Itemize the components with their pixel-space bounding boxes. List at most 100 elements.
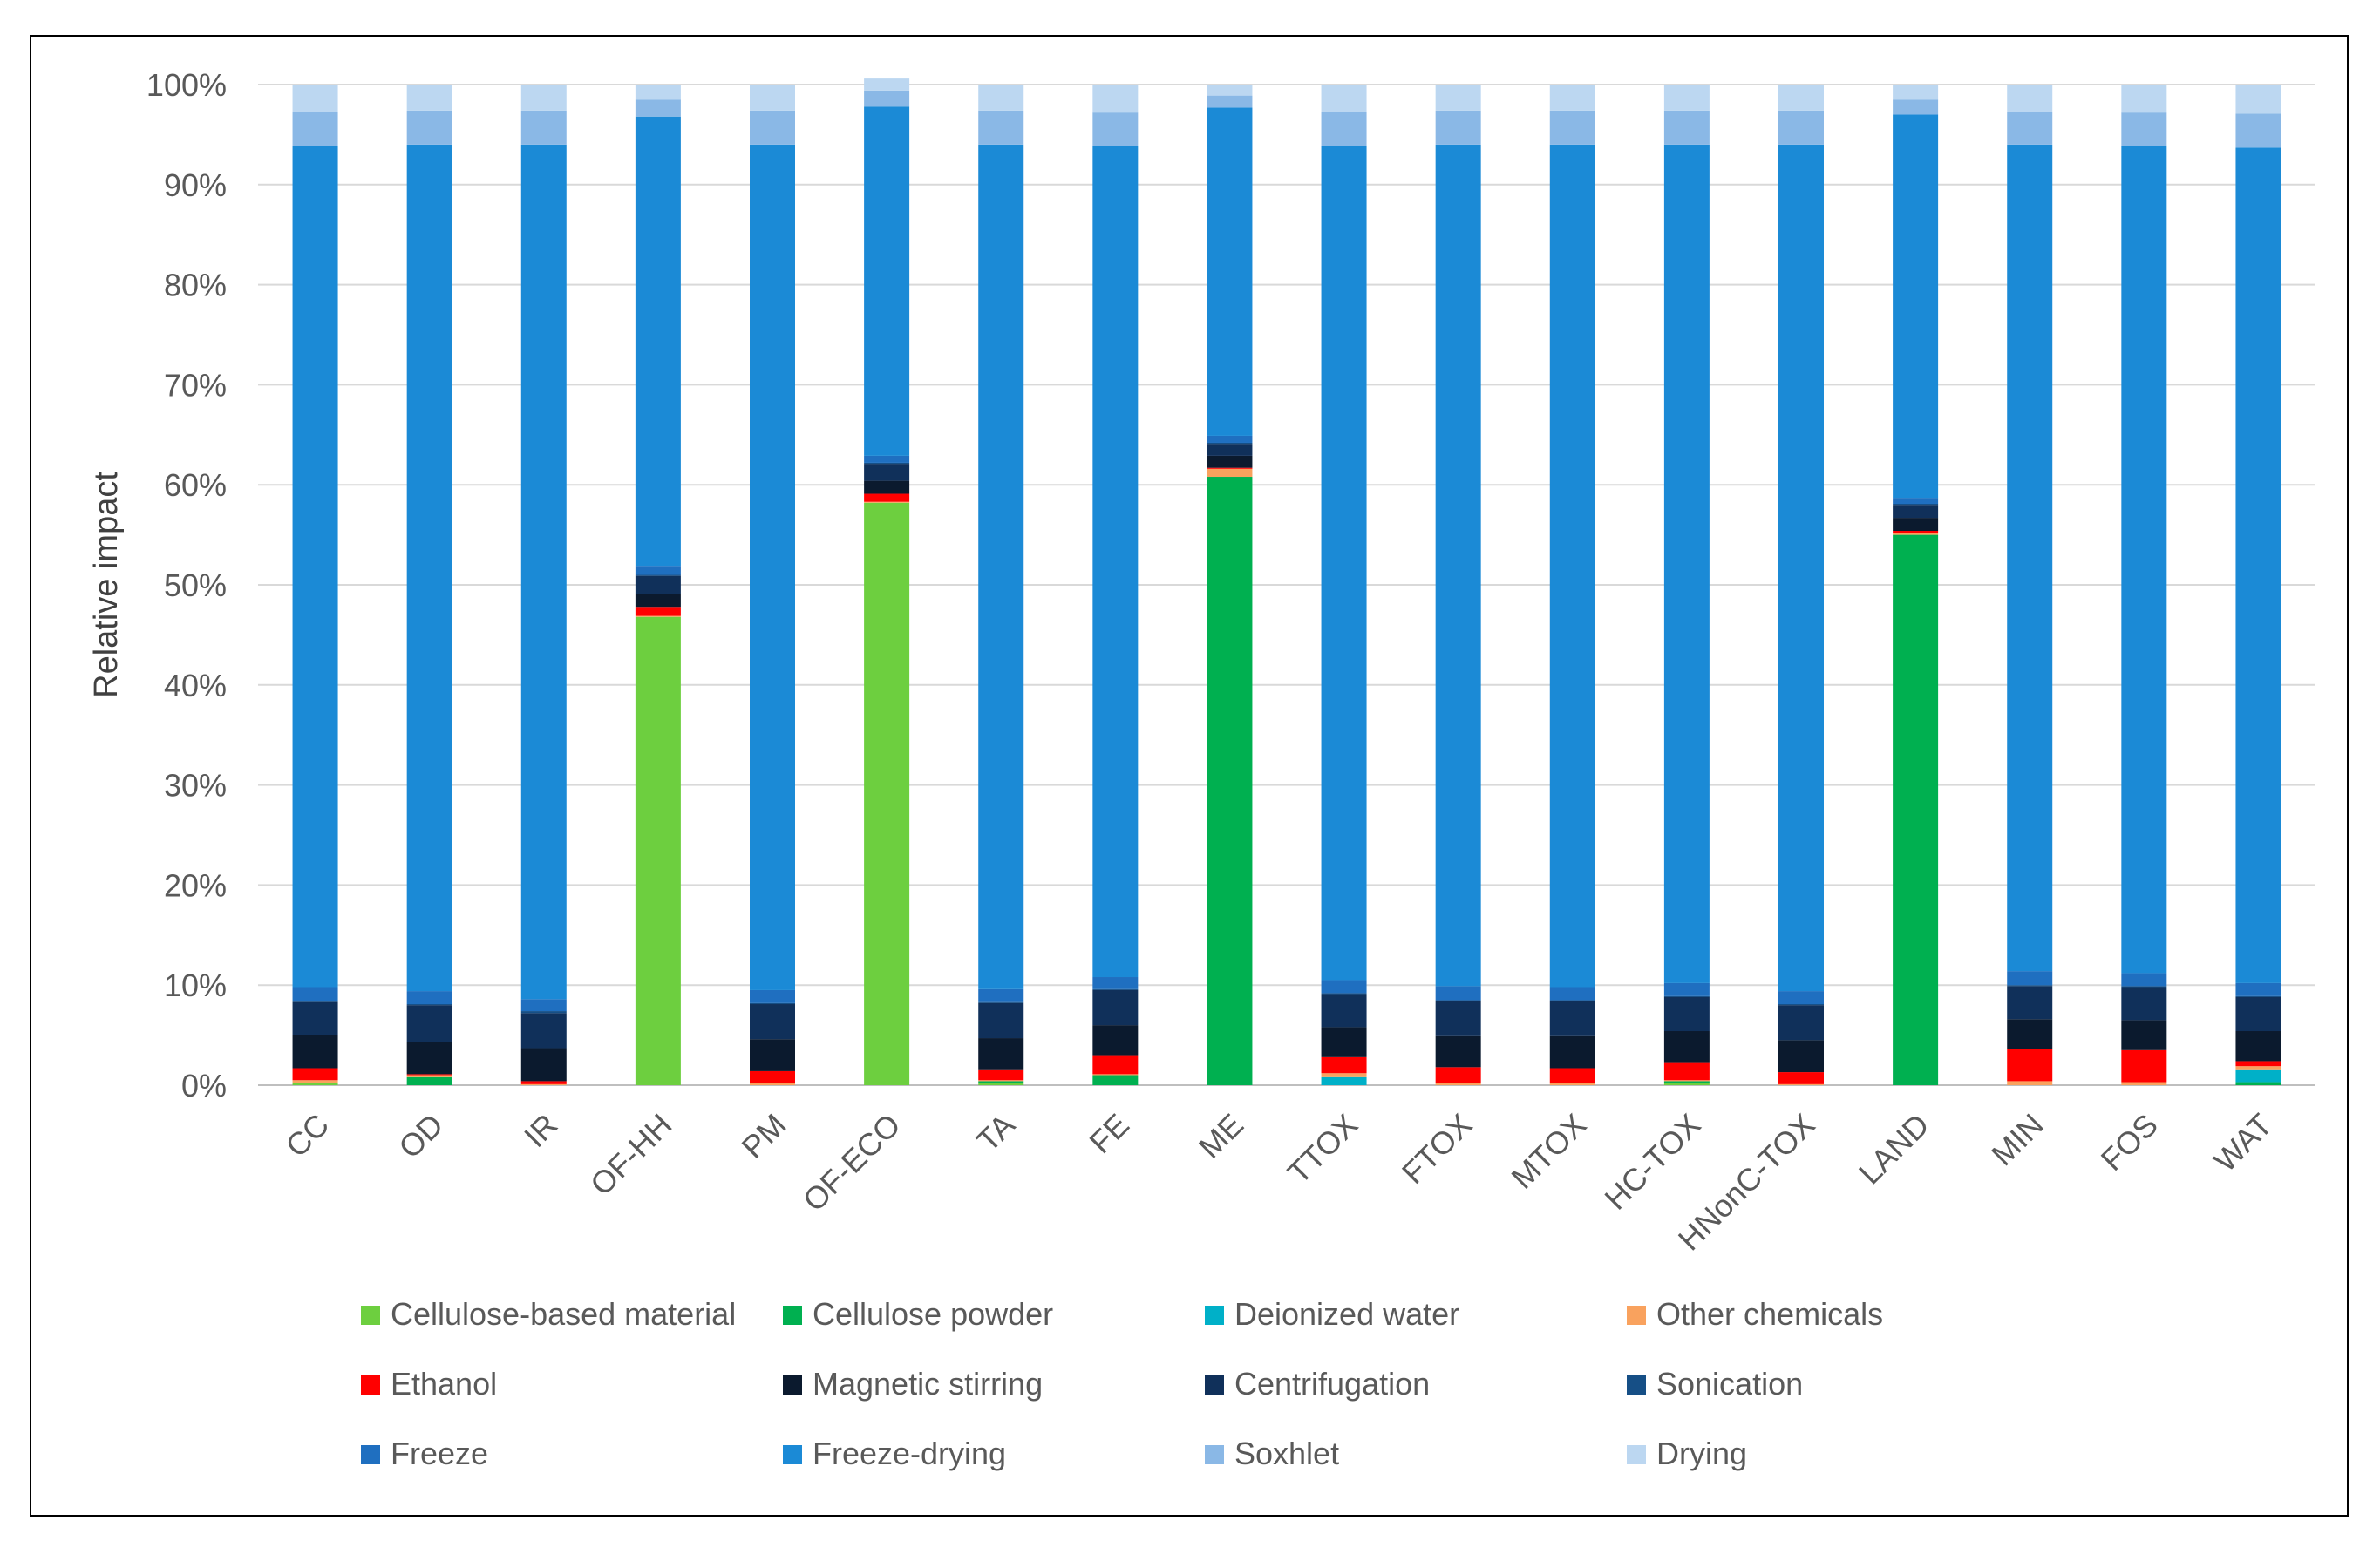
bar-segment bbox=[292, 1080, 338, 1083]
bar-segment bbox=[635, 615, 681, 617]
bar-segment bbox=[520, 85, 567, 111]
bar-segment bbox=[1321, 111, 1367, 146]
bar-segment bbox=[1092, 146, 1139, 978]
bar-segment bbox=[520, 1011, 567, 1014]
bar-segment bbox=[978, 85, 1024, 111]
bar-segment bbox=[2235, 113, 2281, 148]
bar-segment bbox=[2007, 144, 2053, 972]
bar-segment bbox=[750, 989, 795, 1003]
bar-segment bbox=[978, 1001, 1024, 1003]
legend-swatch bbox=[361, 1445, 380, 1464]
bar-segment bbox=[864, 480, 910, 494]
y-tick-label: 100% bbox=[146, 67, 227, 103]
bar-segment bbox=[750, 1070, 795, 1083]
bar-segment bbox=[864, 106, 910, 456]
bar-segment bbox=[292, 987, 338, 1001]
bar-segment bbox=[2235, 1066, 2281, 1070]
bar-segment bbox=[1092, 85, 1139, 113]
bar-segment bbox=[1549, 1035, 1595, 1069]
bar-segment bbox=[1207, 85, 1253, 96]
y-tick-label: 0% bbox=[181, 1068, 227, 1103]
bar-segment bbox=[864, 501, 910, 503]
bar-segment bbox=[2121, 146, 2167, 974]
legend-label: Drying bbox=[1656, 1436, 1747, 1471]
bar-segment bbox=[1092, 1075, 1139, 1085]
bar-segment bbox=[1663, 982, 1710, 996]
bar-segment bbox=[520, 110, 567, 145]
legend-label: Cellulose-based material bbox=[391, 1296, 736, 1332]
bar-segment bbox=[1549, 110, 1595, 145]
bar-segment bbox=[1435, 1083, 1481, 1085]
legend: Cellulose-based material Cellulose powder… bbox=[361, 1296, 1883, 1471]
bar-segment bbox=[978, 1002, 1024, 1039]
bar-segment bbox=[406, 144, 452, 992]
bar-segment bbox=[864, 78, 910, 91]
bar-segment bbox=[1893, 85, 1939, 100]
bar-segment bbox=[1663, 1081, 1710, 1083]
bar-segment bbox=[1321, 994, 1367, 1028]
bar-segment bbox=[1435, 144, 1481, 987]
bar-segment bbox=[406, 1075, 452, 1077]
bar-segment bbox=[635, 575, 681, 594]
bar-segment bbox=[520, 1081, 567, 1084]
bar-segment bbox=[750, 1002, 795, 1005]
bar-segment bbox=[1663, 144, 1710, 983]
bar-segment bbox=[1549, 1083, 1595, 1085]
x-tick-label: FE bbox=[1082, 1107, 1136, 1161]
bar-segment bbox=[2121, 986, 2167, 988]
bar-segment bbox=[292, 1068, 338, 1081]
bar-segment bbox=[1435, 1035, 1481, 1068]
bar-segment bbox=[1435, 85, 1481, 111]
bar-segment bbox=[750, 110, 795, 145]
bar-segment bbox=[1663, 1080, 1710, 1082]
bar-segment bbox=[2121, 1020, 2167, 1050]
bar-segment bbox=[292, 1083, 338, 1085]
bar-segment bbox=[1663, 1062, 1710, 1081]
legend-swatch bbox=[1205, 1445, 1224, 1464]
y-axis-title: Relative impact bbox=[88, 472, 125, 698]
bar-segment bbox=[1663, 1031, 1710, 1063]
bar-segment bbox=[1321, 1027, 1367, 1057]
bar-segment bbox=[2007, 1049, 2053, 1082]
bar-segment bbox=[1092, 988, 1139, 990]
bar-segment bbox=[1092, 977, 1139, 989]
bar-segment bbox=[635, 574, 681, 576]
bar-segment bbox=[1893, 533, 1939, 535]
bar-segment bbox=[635, 116, 681, 567]
bar-segment bbox=[1893, 534, 1939, 1085]
bar-segment bbox=[2235, 996, 2281, 1032]
y-tick-label: 50% bbox=[164, 567, 227, 603]
bar-segment bbox=[864, 493, 910, 502]
bar-segment bbox=[978, 1081, 1024, 1083]
x-tick-label: LAND bbox=[1852, 1107, 1936, 1192]
bar-segment bbox=[1893, 531, 1939, 533]
bar-segment bbox=[292, 1001, 338, 1002]
x-tick-label: MIN bbox=[1984, 1107, 2050, 1173]
x-tick-label: HC-TOX bbox=[1597, 1107, 1707, 1217]
x-tick-label: OF-HH bbox=[583, 1107, 679, 1203]
bar-segment bbox=[406, 1076, 452, 1085]
x-tick-label: TA bbox=[969, 1107, 1022, 1159]
bar-segment bbox=[1092, 1025, 1139, 1056]
bar-segment bbox=[1778, 1004, 1824, 1006]
bar-segment bbox=[1663, 1083, 1710, 1085]
bar-segment bbox=[635, 99, 681, 117]
x-tick-label: FOS bbox=[2094, 1107, 2165, 1178]
bar-segment bbox=[864, 455, 910, 463]
bar-segment bbox=[1549, 144, 1595, 988]
bar-segment bbox=[2235, 995, 2281, 997]
bar-segment bbox=[2007, 986, 2053, 1020]
legend-label: Cellulose powder bbox=[813, 1296, 1053, 1332]
bar-segment bbox=[1092, 1055, 1139, 1075]
bar-segment bbox=[1435, 1000, 1481, 1001]
bar-segment bbox=[1778, 1072, 1824, 1084]
bar-segment bbox=[1435, 110, 1481, 145]
bar-segment bbox=[635, 616, 681, 1085]
bar-segment bbox=[1893, 518, 1939, 532]
bar-segment bbox=[1778, 991, 1824, 1005]
bar-segment bbox=[1893, 498, 1939, 505]
x-tick-label: PM bbox=[734, 1107, 792, 1165]
bar-segment bbox=[1092, 989, 1139, 1026]
bar-segment bbox=[1092, 1074, 1139, 1076]
bar-segment bbox=[1778, 110, 1824, 145]
